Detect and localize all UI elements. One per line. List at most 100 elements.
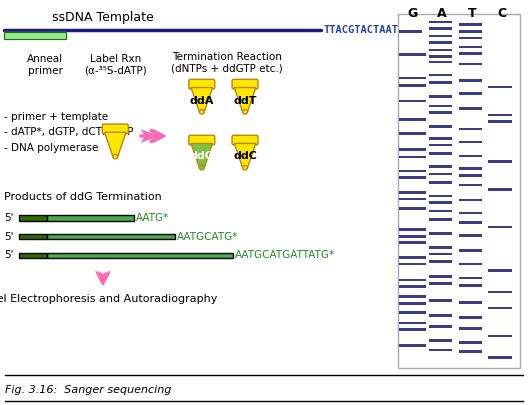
FancyBboxPatch shape [399,191,426,194]
FancyBboxPatch shape [429,74,452,77]
FancyBboxPatch shape [399,285,426,288]
FancyBboxPatch shape [488,356,512,359]
FancyBboxPatch shape [429,111,452,114]
Polygon shape [105,132,126,156]
FancyBboxPatch shape [4,32,66,39]
FancyBboxPatch shape [459,277,482,279]
FancyBboxPatch shape [429,210,452,212]
FancyBboxPatch shape [189,79,215,89]
FancyBboxPatch shape [399,296,426,298]
FancyBboxPatch shape [459,341,482,344]
FancyBboxPatch shape [399,132,426,135]
FancyBboxPatch shape [429,173,452,175]
FancyBboxPatch shape [459,175,482,177]
FancyBboxPatch shape [429,349,452,351]
Text: A: A [437,7,447,20]
FancyBboxPatch shape [18,215,48,221]
Polygon shape [234,143,256,168]
Text: 5': 5' [4,213,14,223]
FancyBboxPatch shape [488,269,512,272]
FancyBboxPatch shape [488,307,512,309]
FancyBboxPatch shape [459,36,482,39]
Ellipse shape [242,165,248,170]
FancyBboxPatch shape [429,41,452,44]
FancyBboxPatch shape [488,120,512,123]
FancyBboxPatch shape [459,141,482,143]
Text: 5': 5' [4,250,14,260]
FancyBboxPatch shape [488,291,512,293]
FancyBboxPatch shape [429,27,452,30]
FancyBboxPatch shape [399,279,426,281]
FancyBboxPatch shape [399,322,426,324]
Text: 5': 5' [4,232,14,242]
FancyBboxPatch shape [399,256,426,259]
FancyBboxPatch shape [429,314,452,317]
FancyBboxPatch shape [48,253,233,258]
FancyBboxPatch shape [459,263,482,266]
FancyBboxPatch shape [459,316,482,319]
FancyBboxPatch shape [399,156,426,158]
FancyBboxPatch shape [429,125,452,128]
FancyBboxPatch shape [459,234,482,237]
FancyBboxPatch shape [399,241,426,244]
FancyBboxPatch shape [429,95,452,98]
FancyBboxPatch shape [459,327,482,330]
Text: ssDNA Template: ssDNA Template [52,11,154,24]
FancyBboxPatch shape [459,107,482,110]
Text: Label Rxn
(α-³⁵S-dATP): Label Rxn (α-³⁵S-dATP) [84,54,147,76]
FancyBboxPatch shape [459,184,482,186]
FancyBboxPatch shape [429,104,452,107]
FancyBboxPatch shape [429,195,452,198]
Text: Termination Reaction
(dNTPs + ddGTP etc.): Termination Reaction (dNTPs + ddGTP etc.… [171,52,282,74]
FancyBboxPatch shape [399,77,426,79]
FancyBboxPatch shape [399,302,426,305]
FancyBboxPatch shape [429,282,452,285]
FancyBboxPatch shape [488,226,512,228]
FancyBboxPatch shape [429,165,452,168]
FancyBboxPatch shape [488,86,512,89]
FancyBboxPatch shape [399,198,426,200]
FancyBboxPatch shape [232,79,258,89]
FancyBboxPatch shape [459,155,482,158]
FancyBboxPatch shape [429,49,452,51]
FancyBboxPatch shape [429,339,452,342]
FancyBboxPatch shape [429,260,452,263]
FancyBboxPatch shape [429,81,452,84]
FancyBboxPatch shape [399,344,426,347]
FancyBboxPatch shape [399,311,426,314]
FancyBboxPatch shape [429,35,452,37]
Ellipse shape [242,109,248,114]
Text: AATG*: AATG* [136,213,169,223]
FancyBboxPatch shape [429,181,452,183]
FancyBboxPatch shape [429,144,452,146]
Text: - DNA polymerase: - DNA polymerase [4,143,99,153]
Text: Products of ddG Termination: Products of ddG Termination [4,192,162,202]
FancyBboxPatch shape [429,201,452,204]
FancyBboxPatch shape [48,215,134,221]
Text: AATGCATG*: AATGCATG* [177,232,239,242]
FancyBboxPatch shape [488,114,512,117]
Text: ddG: ddG [190,151,214,162]
Text: T: T [468,7,476,20]
FancyBboxPatch shape [429,232,452,235]
Text: - primer + template: - primer + template [4,112,108,122]
FancyBboxPatch shape [429,325,452,328]
Polygon shape [191,87,212,112]
FancyBboxPatch shape [459,198,482,201]
FancyBboxPatch shape [399,328,426,330]
FancyBboxPatch shape [398,14,520,368]
Text: Fig. 3.16:  Sanger sequencing: Fig. 3.16: Sanger sequencing [5,385,172,395]
FancyBboxPatch shape [429,152,452,155]
FancyBboxPatch shape [459,301,482,304]
FancyBboxPatch shape [488,335,512,337]
FancyBboxPatch shape [488,160,512,163]
FancyBboxPatch shape [459,52,482,55]
FancyBboxPatch shape [459,23,482,26]
FancyBboxPatch shape [18,253,48,258]
FancyBboxPatch shape [459,128,482,130]
FancyBboxPatch shape [459,167,482,170]
FancyBboxPatch shape [429,299,452,302]
FancyBboxPatch shape [399,207,426,210]
FancyBboxPatch shape [399,119,426,121]
FancyBboxPatch shape [429,246,452,249]
